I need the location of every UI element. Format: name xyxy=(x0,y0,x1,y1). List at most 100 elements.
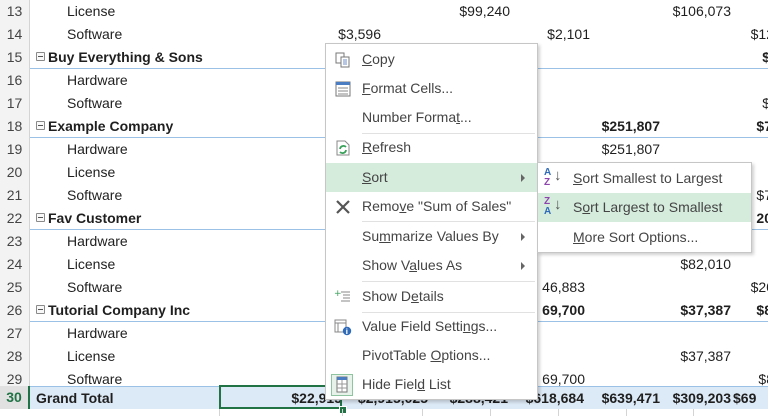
group-label[interactable]: Example Company xyxy=(36,115,173,138)
row-header-26[interactable]: 26 xyxy=(0,299,30,322)
row-header-25[interactable]: 25 xyxy=(0,276,30,299)
menu-separator xyxy=(362,221,535,222)
row-label[interactable]: Hardware xyxy=(67,325,128,341)
menu-item-label: Sort xyxy=(362,169,388,185)
menu-item-number-format[interactable]: Number Format... xyxy=(326,103,537,132)
cell-g[interactable]: $37,387 xyxy=(680,302,731,318)
group-label[interactable]: Tutorial Company Inc xyxy=(36,299,190,322)
cell-h[interactable]: $7 xyxy=(756,187,768,203)
submenu-item-label: More Sort Options... xyxy=(573,229,699,245)
collapse-icon[interactable] xyxy=(36,121,45,130)
cell-d[interactable]: $99,240 xyxy=(459,3,510,19)
row-label[interactable]: Software xyxy=(67,279,123,295)
row-label[interactable]: Hardware xyxy=(67,141,128,157)
cell-f[interactable]: $251,807 xyxy=(601,118,660,134)
cell-h[interactable]: $309,203 xyxy=(672,390,731,406)
submenu-item-sort-descending[interactable]: Z A ↓ Sort Largest to Smallest xyxy=(538,193,751,222)
cell-e[interactable]: 69,700 xyxy=(542,371,585,387)
cell-h[interactable]: 20 xyxy=(756,210,768,226)
row-header-13[interactable]: 13 xyxy=(0,0,30,23)
row-header-18[interactable]: 18 xyxy=(0,115,30,138)
row-header-14[interactable]: 14 xyxy=(0,23,30,46)
cell-g[interactable]: $106,073 xyxy=(672,3,731,19)
row-header-20[interactable]: 20 xyxy=(0,161,30,184)
table-row: Hardware $251,807 xyxy=(30,138,768,161)
row-label[interactable]: Software xyxy=(67,26,123,42)
submenu-item-more-sort-options[interactable]: More Sort Options... xyxy=(538,223,751,252)
row-header-16[interactable]: 16 xyxy=(0,69,30,92)
collapse-icon[interactable] xyxy=(36,52,45,61)
cell-e[interactable]: 46,883 xyxy=(542,279,585,295)
cell-e[interactable]: 69,700 xyxy=(542,302,585,318)
cell-f[interactable]: $618,684 xyxy=(525,390,584,406)
cell-g[interactable]: $639,471 xyxy=(601,390,660,406)
row-label[interactable]: Software xyxy=(67,95,123,111)
cell-h[interactable]: $7 xyxy=(756,118,768,134)
row-header-30[interactable]: 30 xyxy=(0,386,30,409)
menu-item-label: Remove "Sum of Sales" xyxy=(362,198,512,214)
row-header-22[interactable]: 22 xyxy=(0,207,30,230)
cell-e[interactable]: $2,101 xyxy=(547,26,590,42)
format-cells-icon xyxy=(335,81,351,97)
row-header-19[interactable]: 19 xyxy=(0,138,30,161)
table-row: Hardware xyxy=(30,230,768,253)
menu-item-label: Show Details xyxy=(362,288,444,304)
row-header-23[interactable]: 23 xyxy=(0,230,30,253)
row-header-28[interactable]: 28 xyxy=(0,345,30,368)
cell-h[interactable]: $20 xyxy=(750,279,768,295)
svg-text:+: + xyxy=(334,289,342,299)
row-header-15[interactable]: 15 xyxy=(0,46,30,69)
menu-item-format-cells[interactable]: Format Cells... xyxy=(326,74,537,103)
menu-item-summarize-values-by[interactable]: Summarize Values By xyxy=(326,222,537,251)
menu-item-label: PivotTable Options... xyxy=(362,347,491,363)
grand-total-label[interactable]: Grand Total xyxy=(36,390,114,406)
menu-item-remove-sum-of-sales[interactable]: Remove "Sum of Sales" xyxy=(326,192,537,221)
menu-separator xyxy=(362,312,535,313)
row-label[interactable]: License xyxy=(67,256,116,272)
column-gridline xyxy=(558,409,559,416)
group-label[interactable]: Buy Everything & Sons xyxy=(36,46,203,69)
row-header-17[interactable]: 17 xyxy=(0,92,30,115)
menu-item-show-details[interactable]: + Show Details xyxy=(326,282,537,311)
row-label[interactable]: License xyxy=(67,164,116,180)
row-label[interactable]: Software xyxy=(67,371,123,387)
row-label[interactable]: License xyxy=(67,348,116,364)
active-cell-selection[interactable] xyxy=(219,385,342,409)
cell-h[interactable]: $8 xyxy=(758,371,768,387)
fill-handle[interactable] xyxy=(339,406,347,414)
menu-item-copy[interactable]: Copy xyxy=(326,45,537,74)
cell-i[interactable]: $69 xyxy=(733,390,757,406)
cell-h[interactable]: $ xyxy=(762,49,768,65)
group-label[interactable]: Fav Customer xyxy=(36,207,141,230)
menu-item-label: Number Format... xyxy=(362,109,472,125)
menu-item-show-values-as[interactable]: Show Values As xyxy=(326,251,537,280)
collapse-icon[interactable] xyxy=(36,213,45,222)
cell-h[interactable]: $12 xyxy=(750,26,768,42)
row-header-24[interactable]: 24 xyxy=(0,253,30,276)
row-header-27[interactable]: 27 xyxy=(0,322,30,345)
row-label[interactable]: License xyxy=(67,3,116,19)
submenu-item-sort-ascending[interactable]: A Z ↓ Sort Smallest to Largest xyxy=(538,164,751,193)
cell-h[interactable]: $ xyxy=(762,95,768,111)
menu-item-pivottable-options[interactable]: PivotTable Options... xyxy=(326,341,537,370)
column-gridline xyxy=(693,409,694,416)
menu-item-sort[interactable]: Sort xyxy=(326,163,537,192)
row-label[interactable]: Software xyxy=(67,187,123,203)
refresh-icon xyxy=(336,140,350,156)
cell-f[interactable]: $251,807 xyxy=(601,141,660,157)
sort-submenu: A Z ↓ Sort Smallest to Largest Z A ↓ Sort La… xyxy=(537,162,752,253)
collapse-icon[interactable] xyxy=(36,305,45,314)
cell-g[interactable]: $37,387 xyxy=(680,348,731,364)
row-label[interactable]: Hardware xyxy=(67,72,128,88)
menu-item-value-field-settings[interactable]: i Value Field Settings... xyxy=(326,312,537,341)
menu-item-refresh[interactable]: Refresh xyxy=(326,133,537,162)
cell-c[interactable]: $3,596 xyxy=(338,26,381,42)
copy-icon xyxy=(335,52,350,68)
row-header-29[interactable]: 29 xyxy=(0,368,30,391)
menu-item-hide-field-list[interactable]: Hide Field List xyxy=(326,370,537,399)
cell-h[interactable]: $8 xyxy=(756,302,768,318)
cell-g[interactable]: $82,010 xyxy=(680,256,731,272)
row-label[interactable]: Hardware xyxy=(67,233,128,249)
menu-item-label: Summarize Values By xyxy=(362,228,499,244)
row-header-21[interactable]: 21 xyxy=(0,184,30,207)
